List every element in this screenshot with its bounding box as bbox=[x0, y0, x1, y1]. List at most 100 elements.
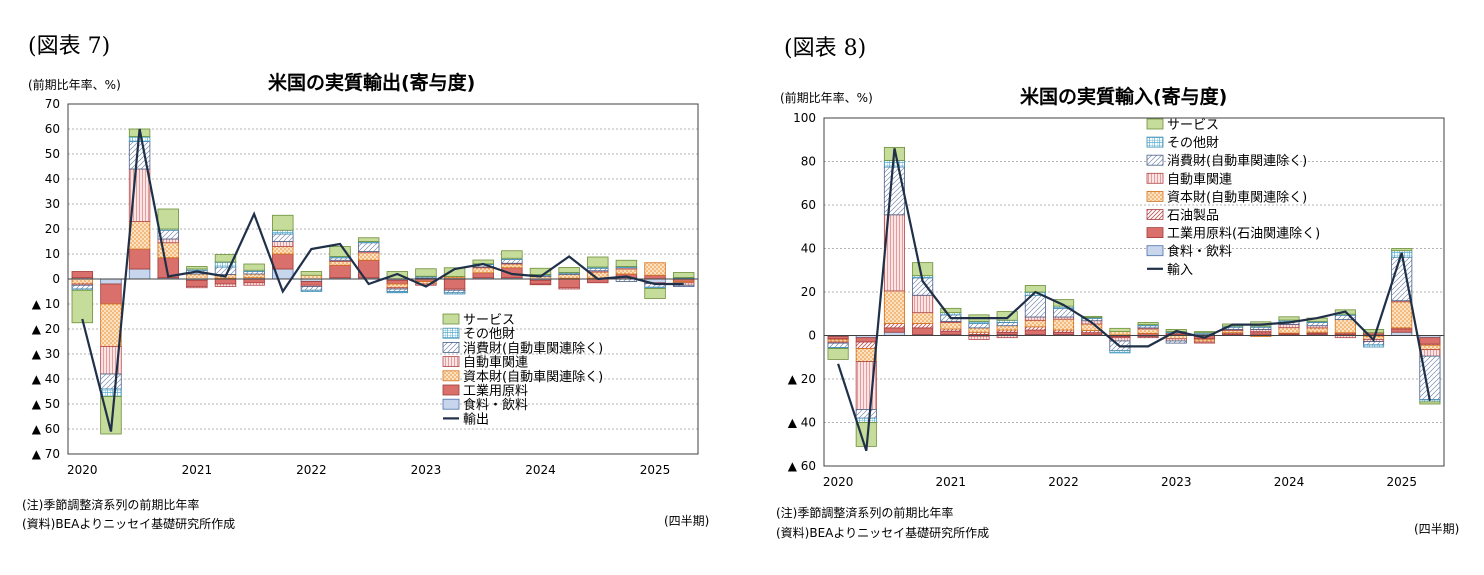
figure-label: (図表 8) bbox=[784, 36, 867, 61]
legend-swatch bbox=[1146, 190, 1164, 202]
legend-swatch bbox=[1146, 227, 1164, 239]
legend-swatch bbox=[1146, 245, 1164, 257]
bar-segment-other bbox=[855, 417, 877, 423]
x-year-label: 2020 bbox=[823, 475, 854, 489]
legend-label: 工業用原料 bbox=[463, 383, 528, 399]
bar-segment-consumer bbox=[855, 409, 877, 419]
y-tick-label: ▲ 20 bbox=[788, 372, 816, 386]
legend-label: 食料・飲料 bbox=[1167, 244, 1232, 260]
bar-segment-petroleum bbox=[1137, 336, 1159, 339]
y-tick-label: 60 bbox=[801, 198, 816, 212]
bar-segment-services bbox=[157, 208, 179, 230]
bar-segment-auto bbox=[1278, 324, 1300, 329]
import-chart-svg: 100 80 60 40 20 0 ▲ 20 ▲ 40 ▲ 60 2020 2021 2022 2023… bbox=[788, 111, 1445, 489]
bar-segment-auto bbox=[1419, 349, 1441, 357]
bar-segment-services bbox=[415, 268, 437, 277]
bar-segment-consumer bbox=[883, 166, 906, 216]
bar-segment-capital bbox=[968, 327, 990, 333]
bar-segment-services bbox=[587, 256, 609, 268]
bar-segment-industrial bbox=[883, 327, 906, 333]
legend-label: 資本財(自動車関連除く) bbox=[1167, 190, 1307, 205]
bar-segment-industrial bbox=[272, 253, 294, 270]
bar-segment-auto bbox=[968, 335, 990, 340]
bar-segment-capital bbox=[501, 263, 523, 269]
bar-segment-petroleum bbox=[883, 323, 906, 329]
bar-segment-food bbox=[100, 278, 122, 285]
y-tick-label: 0 bbox=[52, 272, 60, 286]
bar-segment-capital bbox=[996, 325, 1018, 331]
legend-label: 消費財(自動車関連除く) bbox=[463, 341, 603, 356]
bar-segment-capital bbox=[615, 268, 638, 275]
bar-segment-industrial bbox=[243, 278, 265, 284]
bar-segment-services bbox=[443, 267, 466, 277]
legend-label: 自動車関連 bbox=[463, 356, 528, 371]
legend-swatch bbox=[442, 327, 460, 339]
bar-segment-services bbox=[940, 307, 962, 314]
bar-segment-consumer bbox=[300, 286, 323, 291]
x-year-label: 2023 bbox=[1161, 475, 1192, 489]
bar-segment-capital bbox=[186, 273, 208, 280]
y-tick-label: ▲ 10 bbox=[32, 297, 60, 311]
x-year-label: 2024 bbox=[1274, 475, 1305, 489]
legend-label: 資本財(自動車関連除く) bbox=[463, 370, 603, 385]
y-tick-label: ▲ 20 bbox=[32, 322, 60, 336]
bar-segment-services bbox=[243, 263, 265, 271]
bar-segment-consumer bbox=[71, 284, 94, 290]
bar-segment-services bbox=[71, 289, 94, 324]
x-year-label: 2024 bbox=[525, 463, 556, 477]
bar-segment-capital bbox=[1334, 319, 1356, 334]
legend-swatch bbox=[1146, 118, 1164, 130]
y-tick-label: 100 bbox=[793, 111, 816, 125]
bar-segment-capital bbox=[300, 274, 323, 280]
y-tick-label: 50 bbox=[45, 147, 60, 161]
footnote: (注)季節調整済系列の前期比年率 bbox=[22, 498, 200, 512]
bar-segment-services bbox=[996, 311, 1018, 321]
bar-segment-capital bbox=[1391, 301, 1413, 329]
bar-segment-services bbox=[615, 259, 638, 267]
bar-segment-services bbox=[329, 246, 351, 257]
bar-segment-services bbox=[1109, 327, 1131, 332]
chart-title: 米国の実質輸出(寄与度) bbox=[268, 72, 476, 94]
bar-segment-services bbox=[272, 214, 294, 231]
bar-segment-industrial bbox=[300, 281, 323, 286]
y-tick-label: ▲ 50 bbox=[32, 397, 60, 411]
bar-segment-food bbox=[128, 268, 151, 280]
bar-segment-auto bbox=[1024, 316, 1046, 321]
bar-segment-consumer bbox=[968, 323, 990, 329]
bar-segment-industrial bbox=[912, 327, 934, 335]
legend-label: 食料・飲料 bbox=[463, 397, 528, 413]
x-unit-label: (四半期) bbox=[1414, 522, 1460, 536]
bar-segment-capital bbox=[329, 261, 351, 266]
legend-label: 自動車関連 bbox=[1167, 172, 1232, 187]
bar-segment-auto bbox=[243, 282, 265, 286]
bar-segment-capital bbox=[128, 221, 151, 250]
export-chart-panel: (図表 7) (前期比年率、%) 米国の実質輸出(寄与度) 70 60 50 40 30… bbox=[22, 34, 709, 531]
x-year-label: 2021 bbox=[936, 475, 967, 489]
total-line bbox=[837, 148, 1431, 452]
bar-segment-industrial bbox=[558, 278, 580, 289]
legend-swatch bbox=[1146, 209, 1164, 220]
bar-segment-industrial bbox=[329, 264, 351, 279]
bar-segment-capital bbox=[1052, 318, 1075, 331]
bar-segment-services bbox=[501, 250, 523, 259]
bar-segment-capital bbox=[272, 246, 294, 255]
bar-segment-services bbox=[186, 266, 208, 270]
bar-segment-consumer bbox=[1363, 341, 1385, 346]
bar-segment-capital bbox=[644, 262, 666, 276]
bar-segment-capital bbox=[558, 274, 580, 279]
y-tick-label: ▲ 70 bbox=[32, 447, 60, 461]
legend-label: サービス bbox=[1167, 118, 1219, 133]
bar-segment-capital bbox=[940, 322, 962, 330]
bar-segment-industrial bbox=[214, 278, 237, 285]
y-tick-label: 70 bbox=[45, 97, 60, 111]
bar-segment-services bbox=[912, 262, 934, 277]
bar-segment-services bbox=[300, 271, 323, 276]
x-year-label: 2025 bbox=[1386, 475, 1417, 489]
bar-segment-capital bbox=[243, 273, 265, 279]
x-year-label: 2023 bbox=[411, 463, 442, 477]
legend-swatch bbox=[442, 341, 460, 353]
legend-label: その他財 bbox=[463, 327, 515, 342]
bar-segment-capital bbox=[883, 290, 906, 324]
y-tick-label: ▲ 40 bbox=[32, 372, 60, 386]
bar-segment-consumer bbox=[1165, 340, 1187, 344]
